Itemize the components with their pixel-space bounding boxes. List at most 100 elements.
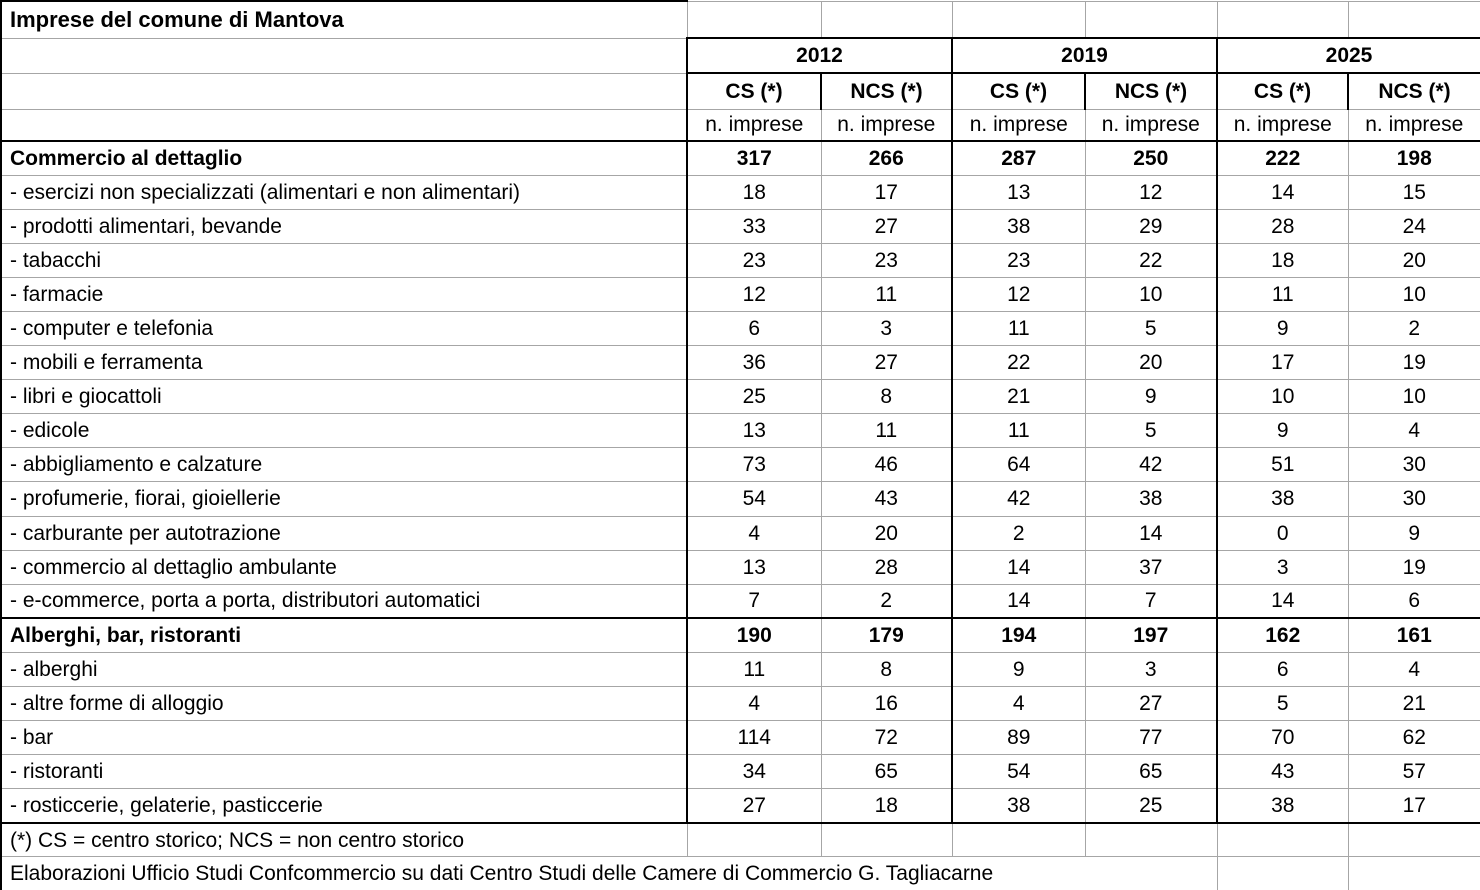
subcol-header: CS (*) (687, 73, 822, 110)
row-label: - prodotti alimentari, bevande (1, 209, 688, 244)
value-cell: 3 (1085, 652, 1218, 688)
value-cell: 10 (1348, 379, 1480, 415)
empty-cell (821, 822, 953, 858)
row-label: - e-commerce, porta a porta, distributor… (1, 584, 688, 620)
value-cell: 11 (1217, 277, 1349, 312)
subcol-header: NCS (*) (821, 73, 953, 110)
subcol-header: NCS (*) (1085, 73, 1218, 110)
row-label: Alberghi, bar, ristoranti (1, 618, 688, 653)
empty-cell (1348, 822, 1480, 858)
value-cell: 2 (952, 516, 1086, 551)
value-cell: 38 (1085, 481, 1218, 517)
value-cell: 9 (1217, 311, 1349, 347)
value-cell: 11 (687, 652, 822, 688)
row-label: - bar (1, 720, 688, 756)
value-cell: 250 (1085, 141, 1218, 176)
row-label: - rosticcerie, gelaterie, pasticcerie (1, 788, 688, 824)
value-cell: 46 (821, 447, 953, 483)
value-cell: 3 (821, 311, 953, 347)
value-cell: 8 (821, 652, 953, 688)
row-label: - libri e giocattoli (1, 379, 688, 415)
value-cell: 20 (1085, 345, 1218, 381)
empty-cell (1, 73, 688, 110)
value-cell: 194 (952, 618, 1086, 653)
value-cell: 4 (687, 686, 822, 722)
value-cell: 65 (821, 754, 953, 790)
value-cell: 70 (1217, 720, 1349, 756)
value-cell: 14 (1085, 516, 1218, 551)
value-cell: 30 (1348, 481, 1480, 517)
row-label: - abbigliamento e calzature (1, 447, 688, 483)
empty-cell (1085, 822, 1218, 858)
value-cell: 13 (687, 550, 822, 585)
empty-cell (1217, 0, 1349, 39)
value-cell: 13 (952, 175, 1086, 210)
unit-header: n. imprese (687, 109, 822, 142)
value-cell: 25 (1085, 788, 1218, 824)
value-cell: 21 (1348, 686, 1480, 722)
value-cell: 266 (821, 141, 953, 176)
value-cell: 17 (1348, 788, 1480, 824)
value-cell: 4 (687, 516, 822, 551)
value-cell: 38 (1217, 481, 1349, 517)
value-cell: 28 (1217, 209, 1349, 244)
value-cell: 11 (952, 413, 1086, 449)
value-cell: 2 (821, 584, 953, 620)
value-cell: 20 (821, 516, 953, 551)
value-cell: 89 (952, 720, 1086, 756)
value-cell: 12 (687, 277, 822, 312)
value-cell: 179 (821, 618, 953, 653)
value-cell: 17 (821, 175, 953, 210)
value-cell: 51 (1217, 447, 1349, 483)
value-cell: 43 (821, 481, 953, 517)
value-cell: 19 (1348, 345, 1480, 381)
subcol-header: CS (*) (1217, 73, 1349, 110)
empty-cell (952, 0, 1086, 39)
row-label: - farmacie (1, 277, 688, 312)
value-cell: 73 (687, 447, 822, 483)
row-label: - carburante per autotrazione (1, 516, 688, 551)
unit-header: n. imprese (1217, 109, 1349, 142)
value-cell: 42 (1085, 447, 1218, 483)
value-cell: 8 (821, 379, 953, 415)
value-cell: 7 (1085, 584, 1218, 620)
value-cell: 38 (1217, 788, 1349, 824)
value-cell: 23 (821, 243, 953, 278)
year-header: 2019 (952, 38, 1218, 74)
value-cell: 10 (1085, 277, 1218, 312)
value-cell: 22 (1085, 243, 1218, 278)
value-cell: 287 (952, 141, 1086, 176)
value-cell: 29 (1085, 209, 1218, 244)
row-label: Commercio al dettaglio (1, 141, 688, 176)
value-cell: 13 (687, 413, 822, 449)
value-cell: 7 (687, 584, 822, 620)
row-label: - alberghi (1, 652, 688, 688)
empty-cell (1217, 822, 1349, 858)
value-cell: 23 (952, 243, 1086, 278)
value-cell: 10 (1217, 379, 1349, 415)
page-title: Imprese del comune di Mantova (1, 0, 688, 39)
value-cell: 14 (1217, 584, 1349, 620)
empty-cell (952, 822, 1086, 858)
value-cell: 12 (952, 277, 1086, 312)
value-cell: 72 (821, 720, 953, 756)
row-label: - computer e telefonia (1, 311, 688, 347)
value-cell: 21 (952, 379, 1086, 415)
value-cell: 9 (1348, 516, 1480, 551)
value-cell: 54 (952, 754, 1086, 790)
value-cell: 6 (1348, 584, 1480, 620)
value-cell: 14 (952, 550, 1086, 585)
row-label: - profumerie, fiorai, gioiellerie (1, 481, 688, 517)
value-cell: 222 (1217, 141, 1349, 176)
empty-cell (1, 38, 688, 74)
value-cell: 14 (952, 584, 1086, 620)
empty-cell (1085, 0, 1218, 39)
empty-cell (687, 0, 822, 39)
value-cell: 190 (687, 618, 822, 653)
value-cell: 0 (1217, 516, 1349, 551)
row-label: - commercio al dettaglio ambulante (1, 550, 688, 585)
value-cell: 24 (1348, 209, 1480, 244)
value-cell: 57 (1348, 754, 1480, 790)
value-cell: 198 (1348, 141, 1480, 176)
